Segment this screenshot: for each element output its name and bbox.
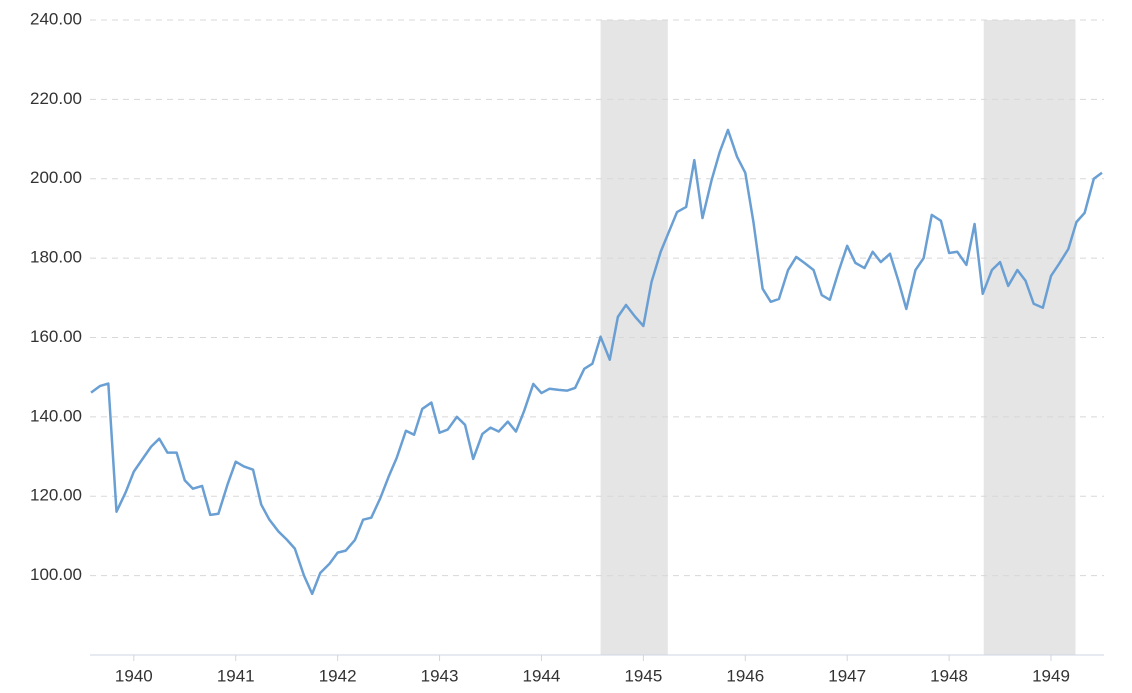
x-tick-label: 1948 xyxy=(930,666,968,685)
data-line xyxy=(90,128,1103,596)
x-tick-label: 1944 xyxy=(523,666,561,685)
y-tick-label: 120.00 xyxy=(30,486,82,505)
y-tick-label: 240.00 xyxy=(30,9,82,28)
y-tick-label: 200.00 xyxy=(30,168,82,187)
y-tick-label: 160.00 xyxy=(30,327,82,346)
x-tick-label: 1940 xyxy=(115,666,153,685)
y-tick-label: 220.00 xyxy=(30,89,82,108)
x-tick-label: 1945 xyxy=(624,666,662,685)
y-tick-label: 180.00 xyxy=(30,248,82,267)
y-tick-label: 100.00 xyxy=(30,565,82,584)
x-tick-label: 1941 xyxy=(217,666,255,685)
x-tick-label: 1942 xyxy=(319,666,357,685)
x-tick-label: 1946 xyxy=(726,666,764,685)
y-tick-label: 140.00 xyxy=(30,406,82,425)
x-tick-label: 1943 xyxy=(421,666,459,685)
x-tick-label: 1949 xyxy=(1032,666,1070,685)
x-tick-label: 1947 xyxy=(828,666,866,685)
